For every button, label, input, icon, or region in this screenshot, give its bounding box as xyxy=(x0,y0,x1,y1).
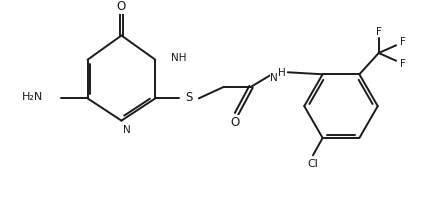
Text: N: N xyxy=(270,73,278,83)
Text: O: O xyxy=(117,0,126,13)
Text: H₂N: H₂N xyxy=(22,92,43,102)
Text: F: F xyxy=(376,27,382,37)
Text: Cl: Cl xyxy=(307,159,318,169)
Text: F: F xyxy=(400,59,406,69)
Text: F: F xyxy=(400,37,406,47)
Text: NH: NH xyxy=(171,53,186,63)
Text: N: N xyxy=(124,125,131,135)
Text: H: H xyxy=(278,68,286,78)
Text: O: O xyxy=(230,116,239,129)
Text: S: S xyxy=(186,91,193,104)
